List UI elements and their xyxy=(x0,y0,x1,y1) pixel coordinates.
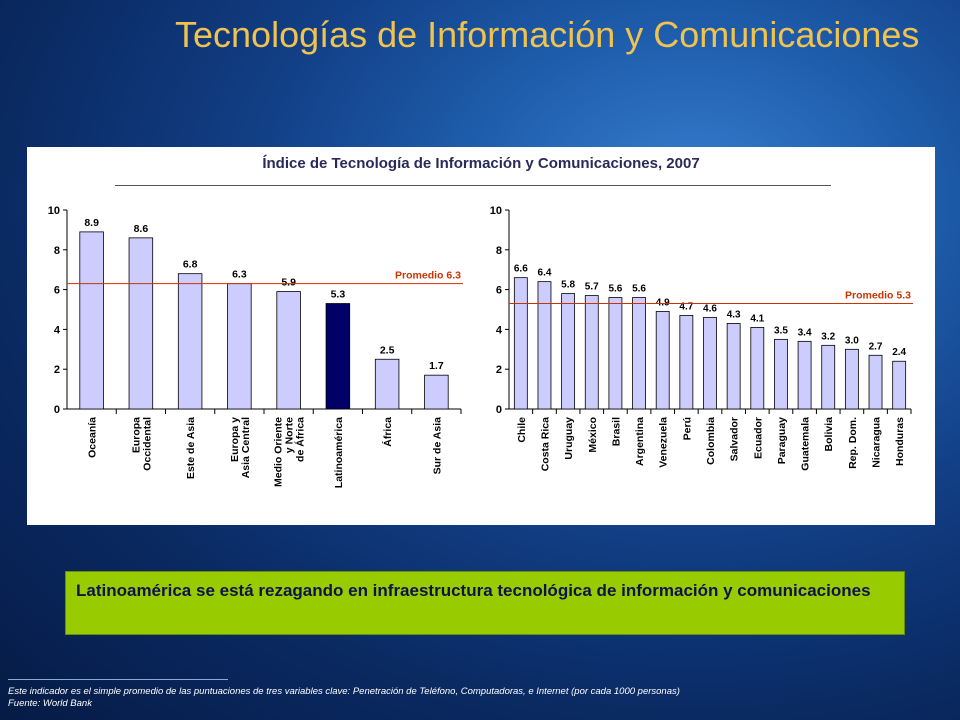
source-note: Fuente: World Bank xyxy=(8,698,92,709)
right-category-label: Venezuela xyxy=(658,417,670,468)
right-category-label: Salvador xyxy=(729,417,741,461)
right-data-label: 3.0 xyxy=(845,335,859,346)
right-category-label: Guatemala xyxy=(800,417,812,471)
left-category-label: Medio Orientey Nortede África xyxy=(273,417,307,487)
left-data-label: 2.5 xyxy=(380,344,395,356)
right-bar xyxy=(537,281,552,410)
left-category-label: Europa yAsia Central xyxy=(229,417,252,478)
right-bar xyxy=(679,315,694,410)
right-data-label: 3.2 xyxy=(821,331,835,342)
left-data-label: 5.3 xyxy=(331,289,346,301)
right-data-label: 4.3 xyxy=(727,309,741,320)
right-y-tick-label: 6 xyxy=(496,285,502,297)
right-category-label: Rep. Dom. xyxy=(847,417,859,469)
chart-canvas: 0 2 4 6 8 10 8.9 Oceanía 8.6 EuropaOccidental 6.8 E… xyxy=(48,205,913,488)
right-bar xyxy=(608,297,623,410)
right-bar xyxy=(774,338,788,410)
right-data-label: 6.4 xyxy=(538,268,552,279)
right-category-label: Bolivia xyxy=(823,417,835,452)
left-data-label: 6.8 xyxy=(183,259,198,271)
right-bar xyxy=(750,327,765,410)
right-bar xyxy=(632,297,646,410)
right-data-label: 6.6 xyxy=(514,264,528,275)
left-category-label: EuropaOccidental xyxy=(130,417,153,471)
right-category-label: Chile xyxy=(516,417,528,443)
chart-panel: Índice de Tecnología de Información y Co… xyxy=(27,147,935,525)
right-bar xyxy=(561,293,576,410)
left-y-tick-label: 4 xyxy=(54,324,61,336)
right-category-label: Paraguay xyxy=(776,417,788,464)
right-data-label: 5.8 xyxy=(561,280,575,291)
chart-title: Índice de Tecnología de Información y Co… xyxy=(262,155,700,172)
right-y-tick-label: 8 xyxy=(496,245,502,257)
right-category-label: Brasil xyxy=(610,417,622,446)
left-bar xyxy=(128,237,154,410)
left-bar xyxy=(177,273,203,410)
right-bar xyxy=(892,360,907,410)
left-bar xyxy=(79,231,104,410)
right-data-label: 4.7 xyxy=(679,301,693,312)
right-y-tick-label: 10 xyxy=(490,205,502,217)
right-bar xyxy=(726,323,741,410)
right-y-tick-label: 0 xyxy=(496,404,502,416)
left-category-label: África xyxy=(381,417,394,447)
right-bar xyxy=(584,295,599,410)
left-category-label: Latinoamérica xyxy=(333,417,345,488)
footnote: Este indicador es el simple promedio de … xyxy=(8,686,680,697)
left-category-label: Este de Asia xyxy=(185,417,197,479)
right-category-label: Perú xyxy=(681,417,693,440)
right-average-label: Promedio 5.3 xyxy=(845,290,911,302)
slide-title: Tecnologías de Información y Comunicacio… xyxy=(175,14,920,55)
right-category-label: Colombia xyxy=(705,417,717,465)
left-data-label: 1.7 xyxy=(429,360,444,372)
right-category-label: Nicaragua xyxy=(871,417,883,468)
left-y-tick-label: 2 xyxy=(54,364,60,376)
right-y-tick-label: 2 xyxy=(496,364,502,376)
left-bar xyxy=(325,303,351,410)
footnote-divider xyxy=(8,679,228,680)
right-data-label: 4.6 xyxy=(703,303,717,314)
left-data-label: 8.6 xyxy=(134,223,149,235)
right-data-label: 4.9 xyxy=(656,297,670,308)
callout-box: Latinoamérica se está rezagando en infra… xyxy=(65,571,905,635)
left-y-tick-label: 0 xyxy=(54,404,60,416)
left-data-label: 8.9 xyxy=(84,217,99,229)
right-y-tick-label: 4 xyxy=(496,324,503,336)
left-average-label: Promedio 6.3 xyxy=(395,270,461,282)
right-data-label: 5.6 xyxy=(632,284,646,295)
left-y-tick-label: 6 xyxy=(54,285,60,297)
right-data-label: 5.7 xyxy=(585,282,599,293)
right-category-label: Honduras xyxy=(894,417,906,466)
left-y-tick-label: 8 xyxy=(54,245,60,257)
right-data-label: 3.5 xyxy=(774,325,788,336)
right-bar xyxy=(821,344,836,410)
left-data-label: 5.9 xyxy=(281,277,296,289)
left-category-label: Oceanía xyxy=(87,417,99,458)
right-category-label: Ecuador xyxy=(752,417,764,459)
right-category-label: Argentina xyxy=(634,417,646,466)
right-data-label: 4.1 xyxy=(750,313,764,324)
right-category-label: Costa Rica xyxy=(539,417,551,471)
right-category-label: Uruguay xyxy=(563,417,575,460)
callout-text: Latinoamérica se está rezagando en infra… xyxy=(76,581,871,600)
left-bar xyxy=(227,283,252,410)
right-bar xyxy=(844,348,859,410)
left-bar xyxy=(276,291,301,410)
right-bar xyxy=(797,340,812,410)
right-data-label: 2.7 xyxy=(869,341,883,352)
left-category-label: Sur de Asia xyxy=(431,417,443,475)
right-data-label: 5.6 xyxy=(608,284,622,295)
right-bar xyxy=(703,317,717,410)
right-bar xyxy=(655,311,670,410)
title-divider xyxy=(115,185,831,186)
right-category-label: México xyxy=(587,417,599,453)
left-y-tick-label: 10 xyxy=(48,205,60,217)
left-bar xyxy=(424,374,449,410)
right-data-label: 2.4 xyxy=(892,347,906,358)
right-bar xyxy=(513,277,528,410)
left-bar xyxy=(374,358,400,410)
left-data-label: 6.3 xyxy=(232,269,247,281)
right-bar xyxy=(868,354,883,410)
right-data-label: 3.4 xyxy=(798,327,812,338)
